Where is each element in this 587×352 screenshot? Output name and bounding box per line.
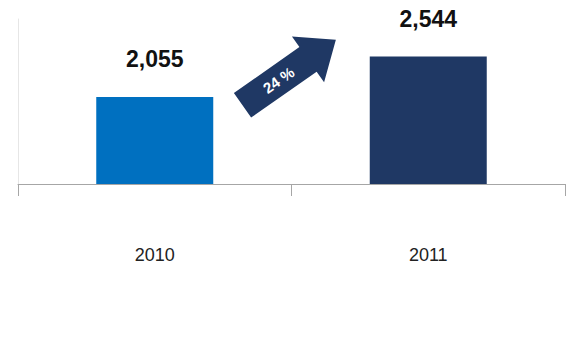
svg-text:24 %: 24 %	[260, 63, 298, 97]
svg-text:2,544: 2,544	[399, 6, 457, 32]
svg-text:2010: 2010	[135, 245, 175, 265]
svg-text:2,055: 2,055	[126, 46, 184, 72]
svg-text:2011: 2011	[409, 245, 448, 265]
